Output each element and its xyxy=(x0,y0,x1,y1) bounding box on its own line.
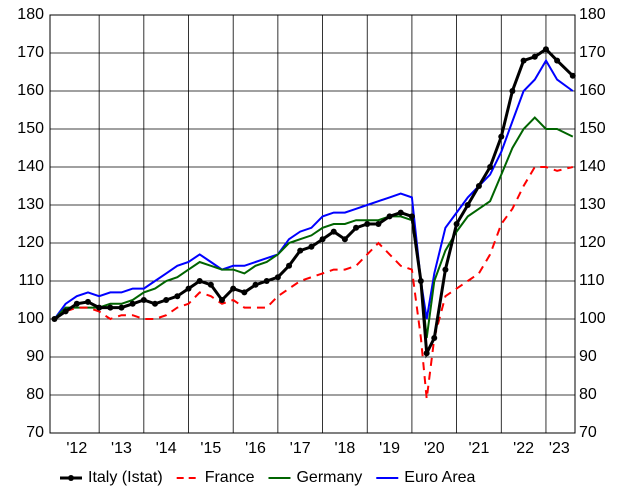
series-marker xyxy=(219,297,226,303)
series-marker xyxy=(163,297,170,303)
series-marker xyxy=(286,262,293,269)
y-tick-label: 100 xyxy=(17,310,44,327)
x-tick-label: '12 xyxy=(66,440,87,457)
series-marker xyxy=(509,88,516,94)
plot-area xyxy=(49,14,576,434)
series-marker xyxy=(84,298,91,305)
y-tick-label: 140 xyxy=(17,158,44,175)
x-tick-label: '17 xyxy=(290,440,311,457)
series-marker xyxy=(196,278,203,284)
series-marker xyxy=(51,316,58,322)
y2-tick-label: 70 xyxy=(579,424,597,441)
series-marker xyxy=(554,57,561,64)
y2-tick-label: 90 xyxy=(579,348,597,365)
x-tick-label: '14 xyxy=(156,440,177,457)
series-marker xyxy=(453,221,460,227)
series-marker xyxy=(531,53,538,60)
series-marker xyxy=(364,221,371,227)
series-marker xyxy=(263,278,270,284)
series-marker xyxy=(487,164,494,170)
y-tick-label: 130 xyxy=(17,196,44,213)
x-tick-label: '16 xyxy=(245,440,266,457)
y-tick-label: 90 xyxy=(26,348,44,365)
y2-tick-label: 110 xyxy=(579,272,605,289)
series-marker xyxy=(274,274,281,281)
x-tick-label: '20 xyxy=(424,440,445,457)
y-tick-label: 150 xyxy=(17,120,44,137)
series-marker xyxy=(230,285,237,292)
series-marker xyxy=(569,72,576,79)
y2-tick-label: 130 xyxy=(579,196,606,213)
series-marker xyxy=(408,213,415,220)
y-tick-label: 70 xyxy=(26,424,44,441)
y-tick-label: 160 xyxy=(17,82,44,99)
series-marker xyxy=(174,293,181,300)
y2-tick-label: 160 xyxy=(579,82,606,99)
series-marker xyxy=(152,300,158,307)
series-marker xyxy=(341,236,348,243)
series-marker xyxy=(386,213,393,220)
series-marker xyxy=(417,278,424,284)
y2-tick-label: 100 xyxy=(579,310,606,327)
series-marker xyxy=(542,46,549,53)
series-marker xyxy=(375,221,382,227)
legend-label: Germany xyxy=(296,469,362,486)
series-marker xyxy=(118,304,125,311)
y2-tick-label: 180 xyxy=(579,6,606,23)
x-tick-label: '18 xyxy=(334,440,355,457)
series-marker xyxy=(423,350,430,357)
series-marker xyxy=(185,285,192,292)
series-marker xyxy=(319,236,326,243)
y2-tick-label: 80 xyxy=(579,386,597,403)
x-tick-label: '22 xyxy=(513,440,534,457)
y2-tick-label: 140 xyxy=(579,158,606,175)
series-marker xyxy=(442,266,449,273)
y2-tick-label: 170 xyxy=(579,44,606,61)
x-tick-label: '19 xyxy=(379,440,400,457)
x-tick-label: '21 xyxy=(469,440,490,457)
series-marker xyxy=(475,183,482,189)
series-marker xyxy=(252,281,259,288)
series-marker xyxy=(431,335,438,341)
series-marker xyxy=(520,57,527,64)
y2-tick-label: 120 xyxy=(579,234,606,251)
series-marker xyxy=(241,289,248,296)
series-marker xyxy=(464,202,471,208)
series-marker xyxy=(73,300,80,307)
series-marker xyxy=(498,133,505,140)
series-line xyxy=(53,116,574,339)
series-marker xyxy=(62,308,69,315)
series-marker xyxy=(308,243,315,250)
series-marker xyxy=(140,297,147,303)
series-marker xyxy=(207,281,214,288)
series-marker xyxy=(107,304,114,311)
x-tick-label: '13 xyxy=(111,440,132,457)
series-line xyxy=(53,166,574,399)
series-marker xyxy=(353,224,360,231)
legend-label: Euro Area xyxy=(404,469,475,486)
series-marker xyxy=(397,209,404,216)
y2-tick-label: 150 xyxy=(579,120,606,137)
y-tick-label: 110 xyxy=(18,272,44,289)
series-marker xyxy=(297,247,304,254)
y-tick-label: 80 xyxy=(26,386,44,403)
legend-marker xyxy=(68,475,74,481)
x-tick-label: '15 xyxy=(200,440,221,457)
x-tick-label: '23 xyxy=(549,440,570,457)
series-marker xyxy=(96,304,103,311)
y-tick-label: 180 xyxy=(17,6,44,23)
legend-label: France xyxy=(205,469,255,486)
legend-label: Italy (Istat) xyxy=(88,469,163,486)
series-marker xyxy=(330,228,337,235)
series-marker xyxy=(129,300,136,307)
y-tick-label: 170 xyxy=(17,44,44,61)
y-tick-label: 120 xyxy=(17,234,44,251)
